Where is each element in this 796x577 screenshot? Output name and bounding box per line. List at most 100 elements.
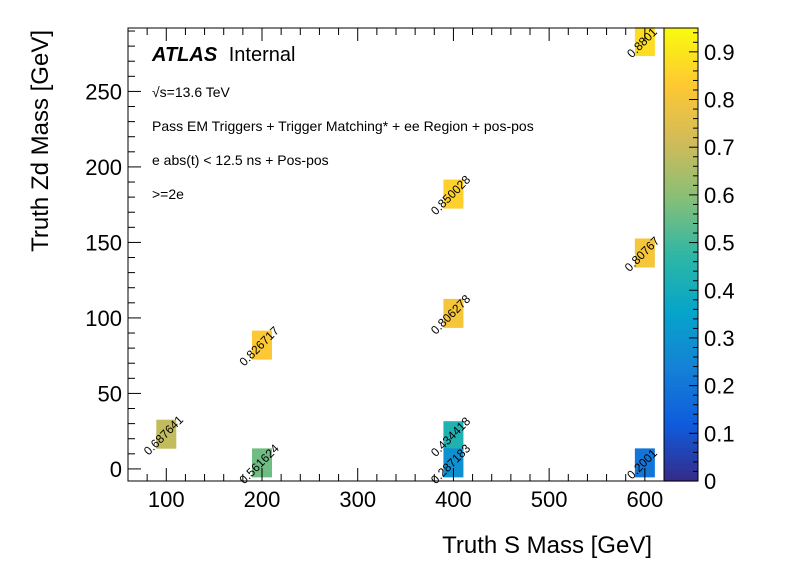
colorbar-band (664, 61, 698, 67)
colorbar-band (664, 114, 698, 120)
colorbar-band (664, 265, 698, 271)
colorbar-band (664, 171, 698, 176)
colorbar-band (664, 77, 698, 82)
colorbar-band (664, 299, 698, 305)
colorbar-band (664, 186, 698, 191)
colorbar-band (664, 220, 698, 225)
colorbar-band (664, 431, 698, 437)
colorbar-band (664, 43, 698, 48)
colorbar-band (664, 246, 698, 252)
colorbar-tick-label: 0 (704, 469, 716, 494)
colorbar-band (664, 201, 698, 207)
colorbar-band (664, 254, 698, 259)
colorbar-band (664, 95, 698, 101)
colorbar-band (664, 243, 698, 248)
colorbar-band (664, 303, 698, 308)
y-axis: 0 50 100 150 200 250 (85, 30, 141, 482)
colorbar-band (664, 156, 698, 161)
colorbar-band (664, 50, 698, 56)
colorbar-band (664, 152, 698, 157)
colorbar-band (664, 122, 698, 127)
x-axis-label: Truth S Mass [GeV] (442, 532, 652, 559)
colorbar-band (664, 65, 698, 71)
x-tick-label: 300 (339, 487, 376, 512)
colorbar-band (664, 224, 698, 229)
colorbar-band (664, 137, 698, 142)
colorbar-band (664, 31, 698, 37)
x-tick-label: 400 (435, 487, 472, 512)
colorbar-band (664, 435, 698, 441)
colorbar-band (664, 363, 698, 369)
colorbar-band (664, 197, 698, 203)
colorbar-band (664, 311, 698, 316)
colorbar-band (664, 46, 698, 52)
colorbar-tick-label: 0.4 (704, 278, 735, 303)
colorbar-band (664, 58, 698, 63)
colorbar-band (664, 205, 698, 210)
x-tick-label: 500 (531, 487, 568, 512)
heatmap-cell (252, 448, 272, 478)
colorbar-band (664, 35, 698, 40)
x-tick-label: 100 (148, 487, 185, 512)
colorbar-band (664, 450, 698, 456)
colorbar-band (664, 92, 698, 97)
colorbar-band (664, 424, 698, 429)
colorbar-band (664, 326, 698, 331)
colorbar-band (664, 296, 698, 301)
colorbar-band (664, 330, 698, 335)
colorbar-band (664, 401, 698, 407)
colorbar-band (664, 160, 698, 165)
energy-label: √s=13.6 TeV (152, 84, 231, 100)
colorbar-band (664, 163, 698, 169)
colorbar-band (664, 314, 698, 320)
colorbar-band (664, 356, 698, 361)
colorbar-band (664, 352, 698, 358)
colorbar-band (664, 84, 698, 89)
colorbar-band (664, 469, 698, 475)
colorbar-band (664, 447, 698, 452)
heatmap-cell (443, 421, 464, 451)
colorbar-band (664, 80, 698, 86)
y-tick-label: 200 (85, 155, 122, 180)
internal-word: Internal (229, 44, 296, 66)
colorbar-band (664, 88, 698, 93)
colorbar-band (664, 458, 698, 463)
colorbar-band (664, 371, 698, 376)
colorbar-tick-label: 0.1 (704, 421, 735, 446)
colorbar-band (664, 258, 698, 263)
colorbar-band (664, 107, 698, 112)
colorbar-band (664, 473, 698, 478)
x-tick-label: 200 (244, 487, 281, 512)
heatmap-cell (443, 448, 464, 478)
colorbar-tick-label: 0.6 (704, 183, 735, 208)
colorbar-band (664, 277, 698, 282)
colorbar-band (664, 345, 698, 350)
colorbar-band (664, 28, 698, 33)
colorbar-band (664, 348, 698, 354)
colorbar-band (664, 462, 698, 467)
colorbar-band (664, 382, 698, 388)
colorbar-band (664, 375, 698, 380)
heatmap-cell (252, 330, 272, 360)
atlas-label: ATLAS Internal (151, 44, 295, 66)
y-tick-label: 250 (85, 79, 122, 104)
atlas-word: ATLAS (151, 44, 218, 66)
colorbar-band (664, 73, 698, 78)
colorbar-tick-label: 0.8 (704, 88, 735, 113)
colorbar-band (664, 231, 698, 237)
colorbar-band (664, 273, 698, 278)
colorbar-band (664, 284, 698, 290)
colorbar-band (664, 129, 698, 135)
colorbar-band (664, 175, 698, 180)
heatmap-cell (634, 27, 655, 57)
colorbar-band (664, 133, 698, 139)
colorbar-band (664, 194, 698, 199)
colorbar-band (664, 439, 698, 444)
colorbar-tick-label: 0.7 (704, 135, 735, 160)
colorbar-band (664, 360, 698, 365)
colorbar-band (664, 292, 698, 297)
colorbar-band (664, 99, 698, 105)
colorbar-tick-label: 0.5 (704, 231, 735, 256)
